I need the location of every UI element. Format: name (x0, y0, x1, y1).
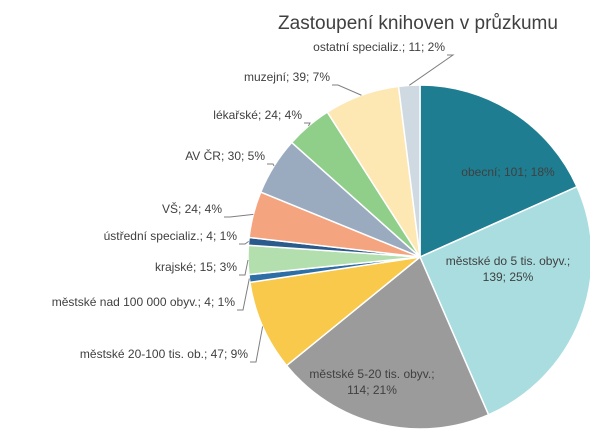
label-line: městské 5-20 tis. obyv.; (309, 367, 434, 381)
data-label: VŠ; 24; 4% (162, 201, 222, 216)
leader-line (237, 278, 250, 311)
data-label: ústřední specializ.; 4; 1% (104, 229, 238, 243)
label-line: 139; 25% (483, 270, 534, 284)
leader-line (239, 259, 249, 276)
pie-slice (419, 84, 578, 259)
data-label: městské do 5 tis. obyv.; 139; 25% (446, 254, 571, 284)
data-label: městské 20-100 tis. ob.; 47; 9% (80, 347, 248, 361)
leader-line (408, 54, 455, 86)
data-label: obecní; 101; 18% (461, 165, 555, 179)
data-label: lékařské; 24; 4% (213, 108, 302, 122)
data-label: muzejní; 39; 7% (244, 70, 330, 84)
label-line: 114; 21% (347, 383, 397, 397)
pie-slice (285, 255, 490, 430)
data-label: městské 5-20 tis. obyv.; 114; 21% (309, 367, 434, 397)
pie-slice (419, 185, 590, 416)
data-label: krajské; 15; 3% (155, 260, 237, 274)
data-label: AV ČR; 30; 5% (185, 148, 265, 163)
pie-slice (249, 255, 423, 367)
leader-line (250, 326, 264, 363)
pie-slice (397, 84, 421, 258)
leader-line (332, 84, 362, 96)
label-line: městské do 5 tis. obyv.; (446, 254, 571, 268)
leader-line (224, 213, 254, 218)
data-label: ostatní specializ.; 11; 2% (313, 40, 445, 54)
chart-title: Zastoupení knihoven v průzkumu (278, 13, 558, 34)
leader-line (267, 163, 275, 167)
data-label: městské nad 100 000 obyv.; 4; 1% (52, 295, 236, 309)
leader-line (304, 122, 311, 127)
leader-line (239, 240, 250, 245)
